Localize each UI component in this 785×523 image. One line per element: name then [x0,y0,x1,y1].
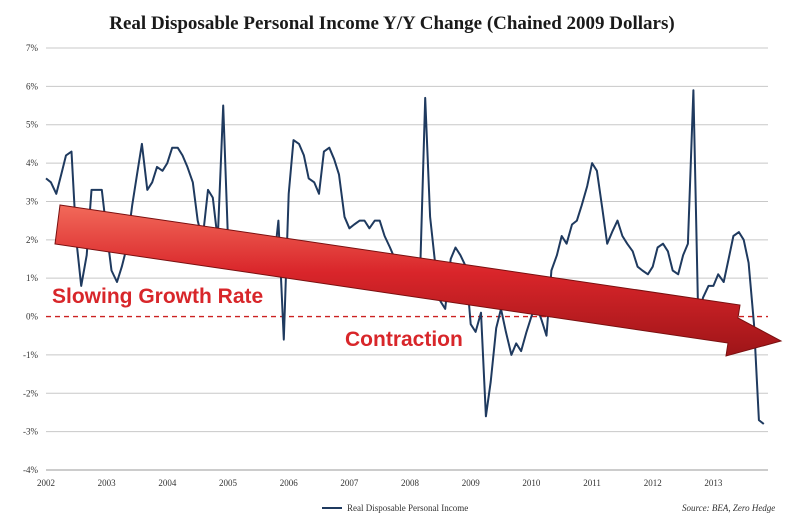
y-tick-label: 5% [26,120,39,130]
x-tick-label: 2002 [37,478,55,488]
y-tick-label: -2% [23,388,38,398]
x-tick-label: 2003 [98,478,117,488]
trend-arrow [54,204,783,357]
y-axis-ticks: 7% 6% 5% 4% 3% 2% 1% 0% -1% -2% -3% -4% [23,43,39,475]
x-tick-label: 2011 [583,478,601,488]
y-tick-label: 4% [26,158,39,168]
y-tick-label: 0% [26,312,39,322]
y-tick-label: -3% [23,427,38,437]
legend: Real Disposable Personal Income [322,503,468,513]
x-tick-label: 2013 [704,478,723,488]
x-tick-label: 2006 [280,478,299,488]
x-axis-ticks: 2002 2003 2004 2005 2006 2007 2008 2009 2010 2011… [37,478,723,488]
y-tick-label: 6% [26,81,39,91]
y-tick-label: 7% [26,43,39,53]
x-tick-label: 2004 [158,478,177,488]
x-tick-label: 2007 [340,478,359,488]
x-tick-label: 2012 [644,478,662,488]
contraction-label: Contraction [345,328,463,351]
y-tick-label: -4% [23,465,38,475]
legend-label: Real Disposable Personal Income [347,503,468,513]
chart-title: Real Disposable Personal Income Y/Y Chan… [109,13,674,34]
x-tick-label: 2008 [401,478,420,488]
y-tick-label: 1% [26,273,39,283]
x-tick-label: 2010 [522,478,541,488]
source-note: Source: BEA, Zero Hedge [682,503,775,513]
x-tick-label: 2005 [219,478,238,488]
slowing-growth-label: Slowing Growth Rate [52,285,263,308]
y-tick-label: 3% [26,196,39,206]
y-tick-label: 2% [26,235,39,245]
y-tick-label: -1% [23,350,38,360]
x-tick-label: 2009 [462,478,481,488]
